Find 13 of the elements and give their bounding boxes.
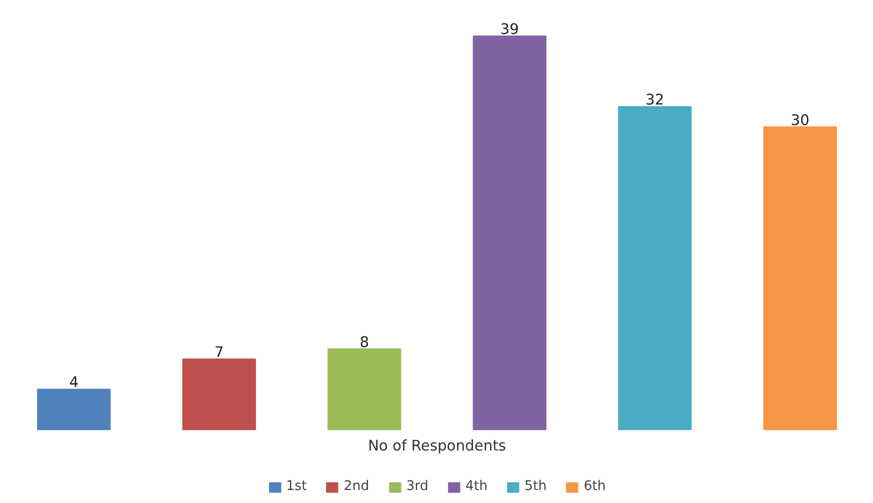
legend-label: 6th bbox=[584, 479, 606, 494]
legend-label: 2nd bbox=[344, 479, 370, 494]
legend-label: 3rd bbox=[406, 479, 428, 494]
legend-label: 5th bbox=[524, 479, 547, 494]
x-axis-title: No of Respondents bbox=[368, 438, 506, 454]
data-label: 8 bbox=[360, 334, 370, 351]
data-label: 32 bbox=[646, 92, 664, 109]
data-label: 30 bbox=[790, 112, 810, 129]
data-label: 39 bbox=[500, 21, 519, 38]
data-label: 4 bbox=[69, 374, 79, 392]
legend-label: 1st bbox=[286, 479, 307, 494]
data-label: 7 bbox=[214, 344, 224, 361]
legend-label: 4th bbox=[465, 479, 488, 494]
